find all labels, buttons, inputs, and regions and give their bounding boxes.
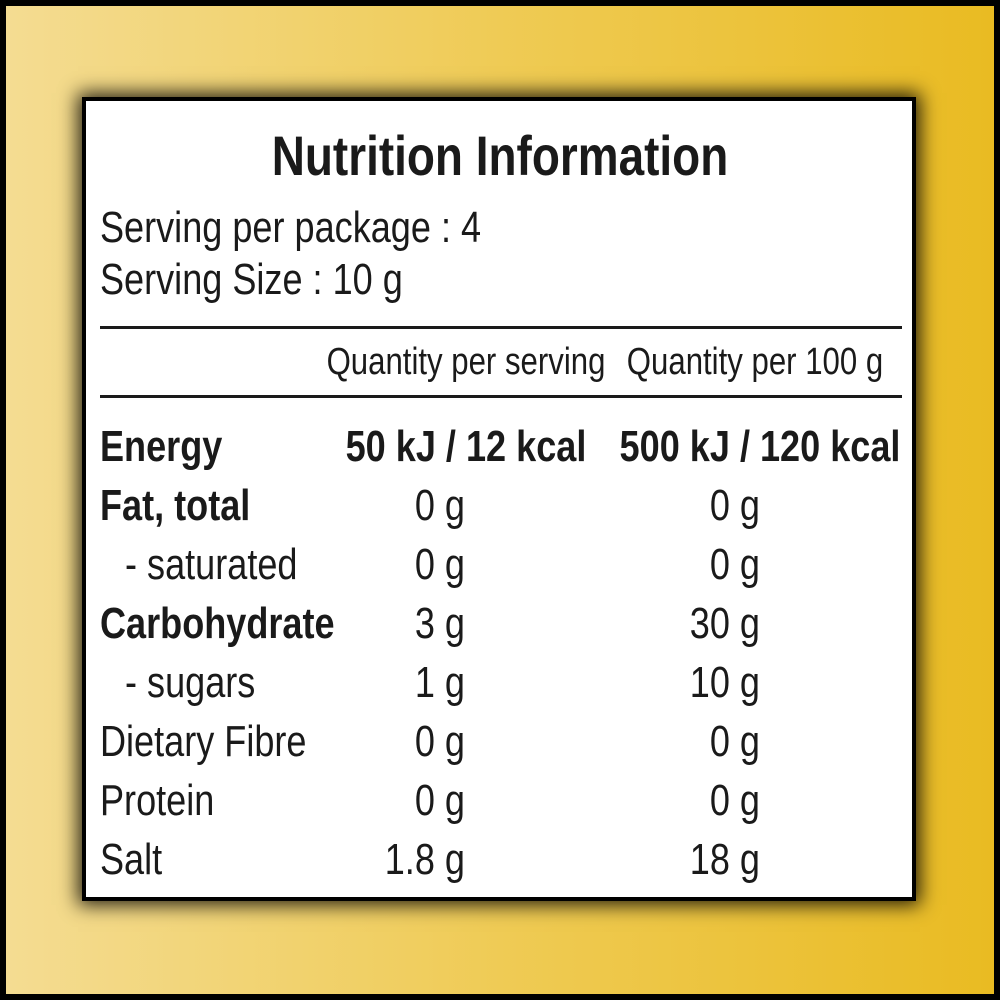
nutrient-label: - saturated	[124, 540, 298, 589]
value-per-serving: 0 g	[414, 717, 465, 766]
value-per-serving: 0 g	[414, 540, 465, 589]
nutrient-label: - sugars	[124, 658, 256, 707]
nutrient-label: Energy	[99, 422, 223, 471]
divider	[100, 395, 902, 398]
serving-info: Serving per package : 4	[99, 203, 482, 252]
value-per-serving: 1 g	[414, 658, 465, 707]
nutrient-label: Dietary Fibre	[99, 717, 307, 766]
value-per-100g: 0 g	[709, 481, 760, 530]
column-header: Quantity per 100 g	[626, 341, 884, 383]
nutrient-label: Carbohydrate	[99, 599, 335, 648]
divider	[100, 326, 902, 329]
value-per-serving: 50 kJ / 12 kcal	[345, 422, 587, 471]
title: Nutrition Information	[271, 124, 729, 187]
value-per-100g: 500 kJ / 120 kcal	[619, 422, 901, 471]
label-panel	[86, 101, 912, 897]
nutrient-label: Salt	[99, 835, 163, 884]
value-per-serving: 1.8 g	[384, 835, 465, 884]
nutrient-label: Protein	[99, 776, 215, 825]
value-per-serving: 0 g	[414, 776, 465, 825]
value-per-100g: 0 g	[709, 717, 760, 766]
value-per-100g: 30 g	[689, 599, 760, 648]
value-per-100g: 18 g	[689, 835, 760, 884]
value-per-serving: 3 g	[414, 599, 465, 648]
value-per-serving: 0 g	[414, 481, 465, 530]
value-per-100g: 0 g	[709, 540, 760, 589]
serving-info: Serving Size : 10 g	[99, 255, 403, 304]
value-per-100g: 10 g	[689, 658, 760, 707]
value-per-100g: 0 g	[709, 776, 760, 825]
nutrient-label: Fat, total	[99, 481, 251, 530]
column-header: Quantity per serving	[326, 341, 606, 383]
